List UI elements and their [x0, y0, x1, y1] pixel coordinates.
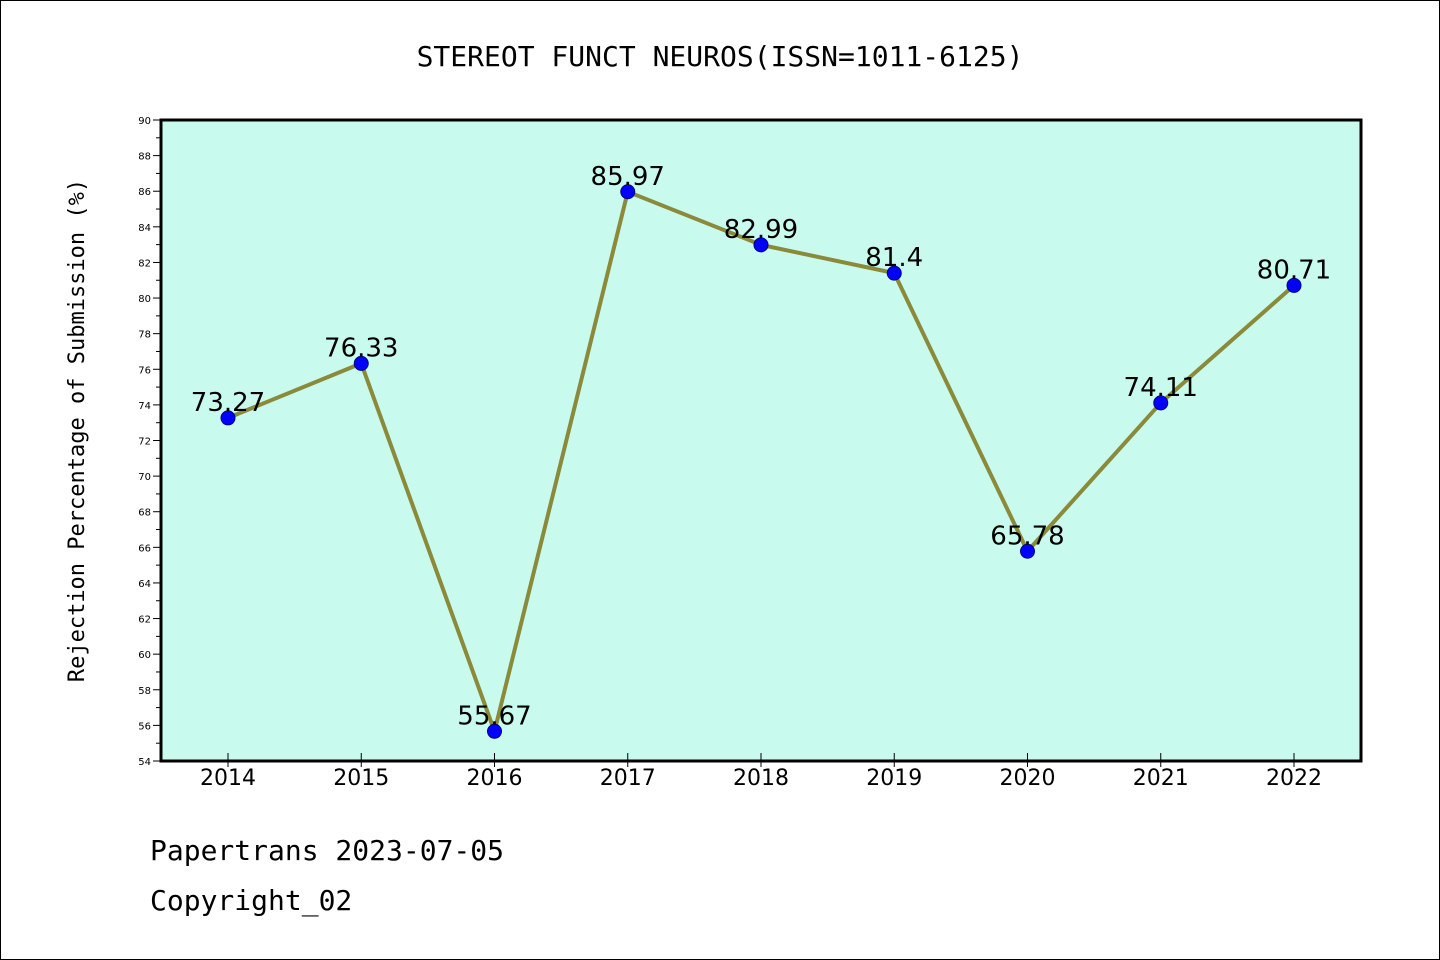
x-tick-label: 2022 — [1266, 766, 1322, 791]
data-label: 76.33 — [324, 333, 398, 363]
data-point — [1020, 543, 1035, 559]
data-point — [220, 410, 236, 426]
footer-copyright: Copyright_02 — [150, 884, 353, 917]
y-tick-label: 58 — [138, 686, 151, 697]
data-point — [886, 265, 902, 281]
chart-title: STEREOT FUNCT NEUROS(ISSN=1011-6125) — [417, 40, 1024, 73]
data-point — [487, 723, 502, 739]
series-layer — [220, 184, 1302, 739]
data-label: 74.11 — [1124, 373, 1198, 403]
x-tick-label: 2020 — [1000, 766, 1056, 791]
data-label-layer: 73.27 76.33 55.67 85.97 82.99 81.4 65.78 74.11 8… — [191, 162, 1331, 732]
y-tick-label: 70 — [138, 472, 151, 483]
footer-credit: Papertrans 2023-07-05 — [150, 834, 505, 867]
y-tick-label: 90 — [138, 116, 151, 127]
y-tick-label: 78 — [138, 330, 151, 341]
y-tick-label: 86 — [138, 187, 151, 198]
data-label: 73.27 — [191, 388, 265, 418]
data-label: 80.71 — [1257, 255, 1331, 285]
y-tick-label: 68 — [138, 508, 151, 519]
axis-layer: 54 56 58 60 62 64 66 68 70 72 74 76 78 80 82 84 86 88 90 20… — [138, 116, 1322, 791]
y-tick-label: 74 — [138, 401, 151, 412]
data-point — [620, 184, 636, 200]
plot-area — [161, 120, 1361, 761]
x-tick-label: 2018 — [733, 766, 789, 791]
y-tick-label: 66 — [138, 543, 151, 554]
y-tick-label: 88 — [138, 152, 151, 163]
y-tick-label: 56 — [138, 721, 151, 732]
data-label: 55.67 — [457, 701, 531, 731]
y-tick-label: 84 — [138, 223, 151, 234]
x-tick-label: 2015 — [333, 766, 389, 791]
y-tick-label: 62 — [138, 615, 151, 626]
x-tick-label: 2014 — [200, 766, 256, 791]
y-tick-label: 72 — [138, 437, 151, 448]
y-tick-label: 64 — [138, 579, 151, 590]
x-tick-label: 2016 — [467, 766, 523, 791]
y-tick-label: 80 — [138, 294, 151, 305]
data-point — [1153, 395, 1169, 411]
x-tick-label: 2021 — [1133, 766, 1189, 791]
x-tick-label: 2017 — [600, 766, 656, 791]
data-label: 85.97 — [591, 162, 665, 192]
y-tick-label: 76 — [138, 365, 151, 376]
data-point — [1286, 277, 1302, 293]
data-point — [353, 355, 369, 371]
data-point — [753, 237, 769, 253]
data-label: 65.78 — [990, 521, 1064, 551]
y-tick-label: 60 — [138, 650, 151, 661]
x-tick-label: 2019 — [866, 766, 922, 791]
y-axis-label: Rejection Percentage of Submission (%) — [65, 179, 90, 682]
data-label: 81.4 — [865, 243, 923, 273]
plot-border — [159, 118, 1363, 763]
y-tick-label: 54 — [138, 757, 151, 768]
data-label: 82.99 — [724, 215, 798, 245]
y-tick-label: 82 — [138, 258, 151, 269]
